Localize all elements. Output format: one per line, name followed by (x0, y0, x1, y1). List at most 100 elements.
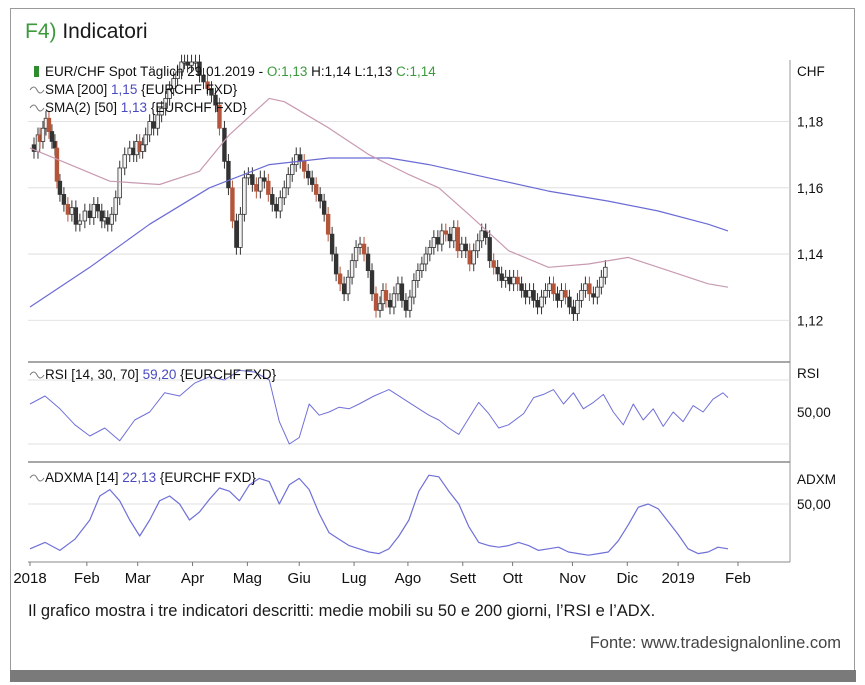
candle-body (46, 117, 52, 132)
price-legend-0-part-0: EUR/CHF Spot Täglich 29.01.2019 - (45, 64, 267, 79)
candle-body (213, 94, 218, 106)
sma50-line (29, 97, 729, 288)
candle-body (159, 107, 164, 116)
candle-body (329, 233, 335, 255)
candle-body (242, 177, 247, 215)
candle-body (439, 230, 445, 245)
price-unit-label: CHF (797, 64, 825, 79)
candle-body (571, 306, 576, 315)
candle-body (179, 61, 184, 73)
candle-body (361, 243, 367, 255)
candle-body (587, 283, 592, 295)
candle-body (69, 207, 75, 215)
candle-body (189, 61, 194, 66)
candle-body (559, 290, 564, 301)
candle-body (99, 210, 104, 222)
figure-title: F4) Indicatori (25, 20, 148, 44)
candle-body (511, 276, 516, 285)
price-legend-1: SMA [200] 1,15 {EURCHF FXD} (45, 82, 238, 97)
candle-body (471, 250, 476, 265)
x-tick-label-9: Ott (503, 570, 524, 587)
candle-body (143, 134, 148, 146)
candle-body (377, 303, 383, 311)
candle-body (447, 233, 452, 242)
candle-body (87, 210, 93, 219)
candle-body (205, 81, 210, 89)
x-tick-label-4: Mag (233, 570, 262, 587)
candle-body (105, 217, 110, 225)
candle-body (306, 170, 311, 179)
x-tick-label-13: Feb (725, 570, 751, 587)
candle-body (91, 203, 97, 219)
candle-body (341, 283, 347, 295)
candle-body (317, 194, 323, 202)
candle-body (467, 250, 472, 265)
candle-body (403, 299, 409, 311)
candle-body (209, 88, 214, 96)
adx-legend-0: ADXMA [14] 22,13 {EURCHF FXD} (45, 470, 256, 485)
rsi-legend-0-part-0: RSI [14, 30, 70] (45, 367, 143, 382)
candle-body (147, 121, 152, 136)
figure-title-text: Indicatori (62, 20, 148, 43)
candle-body (163, 98, 168, 109)
candle-body (258, 177, 263, 192)
candle-body (49, 131, 55, 142)
candle-body (197, 61, 202, 76)
figure-number: F4) (25, 20, 57, 43)
candle-body (226, 160, 231, 189)
x-tick-label-12: 2019 (661, 570, 694, 587)
candle-body (282, 187, 287, 199)
price-legend-1-part-0: SMA [200] (45, 82, 111, 97)
adx-legend-0-part-2: {EURCHF FXD} (156, 470, 256, 485)
candle-body (579, 290, 584, 301)
candle-body (599, 276, 604, 288)
price-legend-2: SMA(2) [50] 1,13 {EURCHF FXD} (45, 100, 247, 115)
adx-unit-label: ADXM (797, 472, 836, 487)
candle-body (531, 290, 536, 301)
candle-body (435, 237, 441, 245)
price-ytick-0: 1,18 (797, 115, 823, 130)
candle-body (543, 290, 548, 298)
adx-wave-icon-0 (29, 474, 45, 482)
candle-body (246, 174, 251, 179)
candle-body (286, 174, 291, 189)
candle-body (122, 154, 127, 169)
candle-body (583, 283, 588, 291)
candle-body (349, 260, 355, 278)
candle-body (52, 141, 58, 149)
candle-body (373, 293, 379, 311)
x-tick-label-7: Ago (395, 570, 422, 587)
candle-body (290, 164, 295, 175)
price-ytick-1: 1,16 (797, 181, 823, 196)
candle-body (539, 296, 544, 308)
rsi-layer: 50,00 RSI (28, 366, 831, 445)
price-panel-bg (28, 60, 790, 362)
candle-body (475, 240, 480, 252)
candle-body (109, 213, 114, 225)
candle-body (40, 127, 46, 142)
candle-body (431, 237, 437, 248)
price-legend-2-part-1: 1,13 (121, 100, 147, 115)
candle-body (155, 114, 160, 129)
candle-body (395, 283, 401, 295)
candle-body (175, 71, 180, 79)
candle-body (230, 187, 235, 222)
candle-body (423, 253, 429, 265)
candle-body (499, 273, 504, 281)
candle-body (321, 200, 327, 215)
candle-body (443, 230, 449, 235)
candle-body (427, 247, 433, 255)
price-legend-0-part-2: H:1,14 L:1,13 (307, 64, 396, 79)
candle-body (73, 207, 79, 225)
candle-body (407, 296, 413, 311)
candle-body (479, 230, 484, 242)
figure-caption: Il grafico mostra i tre indicatori descr… (28, 602, 656, 620)
candle-body (399, 283, 405, 301)
adx-legend-0-part-1: 22,13 (122, 470, 156, 485)
candle-body (519, 283, 524, 291)
rsi-unit-label: RSI (797, 366, 820, 381)
x-tick-label-1: Feb (74, 570, 100, 587)
price-wave-icon-2 (29, 104, 45, 112)
candle-body (274, 203, 279, 212)
